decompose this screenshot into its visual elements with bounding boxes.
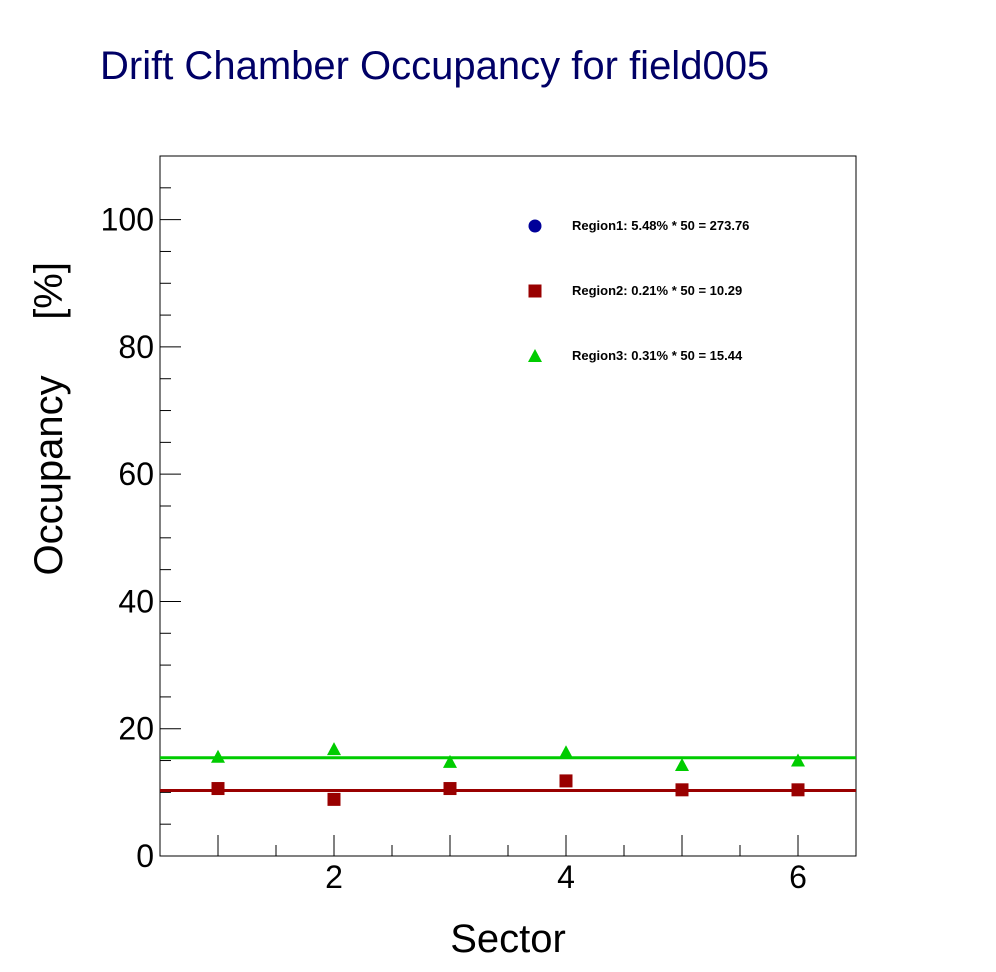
y-tick-label: 40	[118, 583, 154, 619]
x-tick-label: 4	[557, 859, 575, 895]
data-point	[211, 782, 225, 796]
data-point	[675, 783, 689, 797]
legend-marker	[528, 284, 542, 298]
data-point	[327, 742, 341, 756]
chart-title: Drift Chamber Occupancy for field005	[100, 44, 770, 88]
x-axis-label: Sector	[450, 917, 566, 961]
data-point	[675, 758, 689, 771]
legend-marker	[528, 219, 542, 233]
legend-label: Region3: 0.31% * 50 = 15.44	[572, 348, 743, 363]
plot-frame	[159, 155, 857, 857]
legend-label: Region2: 0.21% * 50 = 10.29	[572, 283, 742, 298]
data-point	[443, 782, 457, 796]
legend: Region1: 5.48% * 50 = 273.76 Region2: 0.2…	[528, 218, 749, 363]
data-point	[327, 792, 341, 806]
data-point	[791, 753, 805, 767]
data-point	[211, 749, 225, 763]
x-tick-label: 2	[325, 859, 343, 895]
legend-label: Region1: 5.48% * 50 = 273.76	[572, 218, 749, 233]
y-tick-label: 100	[101, 202, 154, 238]
tick-labels: 0 20 40 60 80 100 2 4 6	[101, 202, 807, 895]
axis-ticks	[160, 155, 799, 857]
y-tick-label: 60	[118, 456, 154, 492]
data-point	[559, 745, 573, 759]
fit-lines	[160, 756, 856, 793]
y-tick-label: 0	[136, 838, 154, 874]
y-axis-label: Occupancy [%]	[27, 262, 71, 575]
data-point	[559, 774, 573, 788]
x-tick-label: 6	[789, 859, 807, 895]
data-point	[443, 754, 457, 768]
legend-marker	[528, 349, 542, 362]
y-tick-label: 80	[118, 329, 154, 365]
data-points	[211, 742, 805, 806]
data-point	[791, 783, 805, 797]
y-tick-label: 20	[118, 711, 154, 747]
